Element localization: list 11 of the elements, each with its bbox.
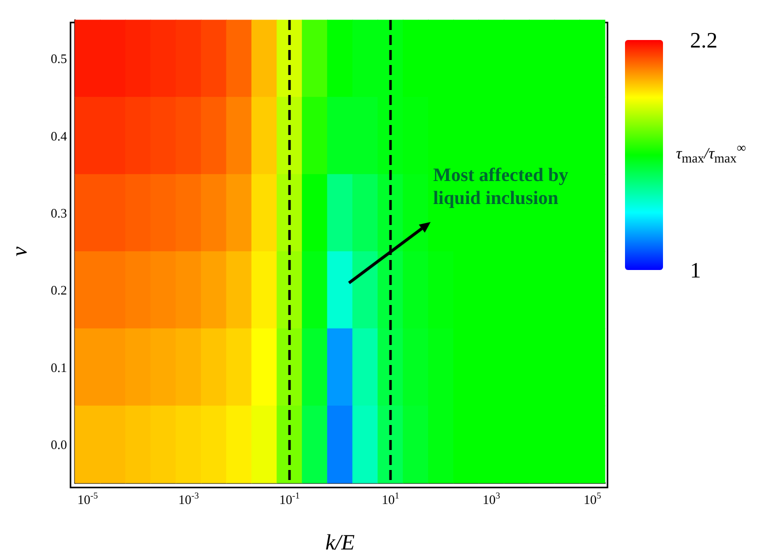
y-axis-title: ν [6,246,32,256]
y-tick-label: 0.2 [50,282,67,298]
color-bar-label: 2.2 [690,28,718,52]
y-tick-label: 0.0 [50,436,67,452]
y-tick-label: 0.3 [50,205,67,220]
y-tick-label: 0.5 [50,51,67,66]
color-bar-label: 1 [690,258,701,282]
y-tick-label: 0.4 [50,128,68,144]
annotation: Most affected by liquid inclusion [433,164,570,210]
x-axis-title: k/E [325,530,356,554]
y-tick-label: 0.1 [50,360,67,375]
